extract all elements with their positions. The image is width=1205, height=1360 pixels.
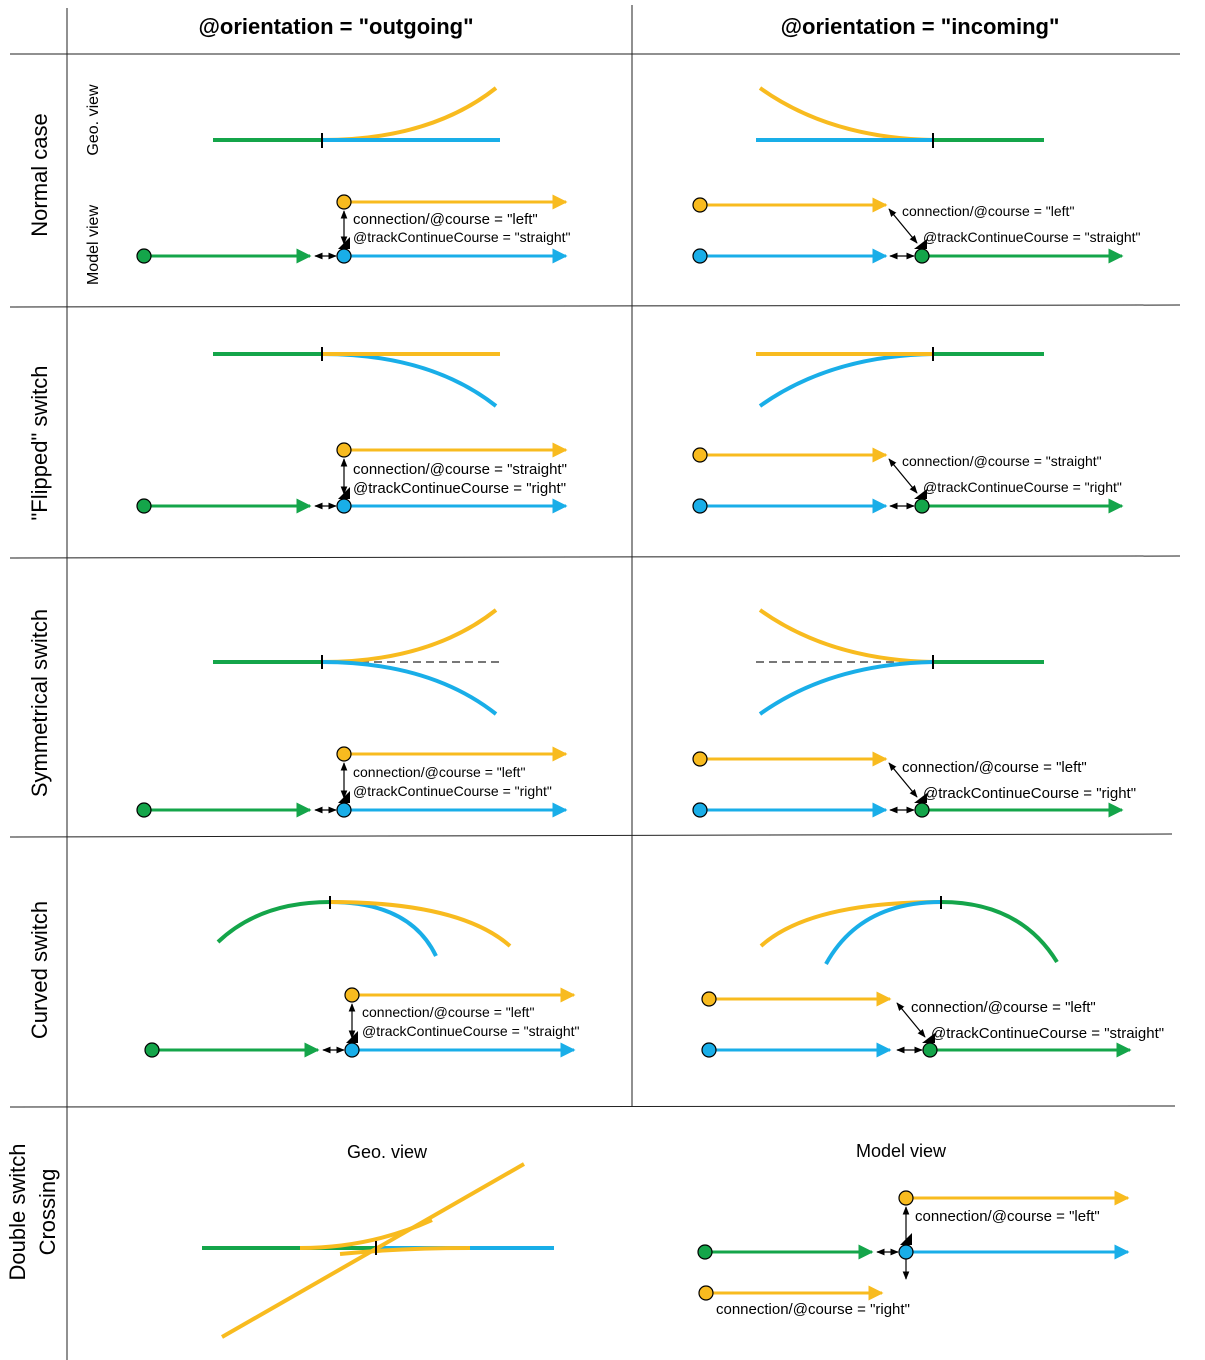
annotation-curved-in-course: connection/@course = "left" [911, 999, 1096, 1016]
row-label-curved: Curved switch [27, 901, 52, 1039]
geo-curved-incoming [759, 896, 1059, 965]
annotation-normal-in-course: connection/@course = "left" [902, 203, 1074, 219]
annotation-curved-in-track: @trackContinueCourse = "straight" [931, 1025, 1164, 1042]
model-curved-incoming [701, 991, 1132, 1058]
annotation-sym-out-track: @trackContinueCourse = "right" [353, 783, 552, 799]
geo-normal-incoming [756, 86, 1044, 148]
sublabel-model-view: Model view [85, 205, 102, 285]
annotation-flipped-in-course: connection/@course = "straight" [902, 453, 1102, 469]
row-label-symmetrical: Symmetrical switch [27, 609, 52, 797]
geo-normal-outgoing [213, 86, 500, 148]
row-label-normal: Normal case [27, 113, 52, 236]
model-curved-outgoing [144, 987, 576, 1058]
model-normal-outgoing [136, 194, 568, 264]
header-incoming: @orientation = "incoming" [781, 14, 1060, 39]
annotation-flipped-in-track: @trackContinueCourse = "right" [923, 479, 1122, 495]
model-symmetrical-incoming [692, 751, 1124, 818]
model-double-switch [697, 1190, 1130, 1301]
annotation-sym-in-course: connection/@course = "left" [902, 759, 1087, 776]
annotation-curved-out-course: connection/@course = "left" [362, 1004, 534, 1020]
annotation-flipped-out-course: connection/@course = "straight" [353, 461, 567, 478]
geo-symmetrical-outgoing [213, 608, 500, 716]
model-flipped-incoming [692, 447, 1124, 514]
geo-curved-outgoing [216, 896, 512, 957]
annotation-normal-out-track: @trackContinueCourse = "straight" [353, 229, 571, 245]
geo-symmetrical-incoming [756, 608, 1044, 716]
model-normal-incoming [692, 197, 1124, 264]
annotation-normal-in-track: @trackContinueCourse = "straight" [923, 229, 1141, 245]
header-outgoing: @orientation = "outgoing" [198, 14, 473, 39]
row-label-double-switch: Double switch [5, 1144, 30, 1281]
row-label-crossing: Crossing [35, 1169, 60, 1256]
sublabel-geo-view: Geo. view [85, 84, 102, 156]
geo-double-switch [202, 1162, 554, 1339]
grid-lines [9, 5, 1181, 1360]
annotation-double-course-right: connection/@course = "right" [716, 1301, 910, 1318]
caption-double-geo-view: Geo. view [347, 1142, 428, 1162]
geo-flipped-outgoing [213, 347, 500, 408]
row-label-flipped: "Flipped" switch [27, 365, 52, 520]
model-symmetrical-outgoing [136, 746, 568, 818]
caption-double-model-view: Model view [856, 1141, 947, 1161]
annotation-sym-out-course: connection/@course = "left" [353, 764, 525, 780]
annotation-normal-out-course: connection/@course = "left" [353, 211, 538, 228]
geo-flipped-incoming [756, 347, 1044, 408]
annotation-sym-in-track: @trackContinueCourse = "right" [923, 785, 1136, 802]
annotation-double-course-left: connection/@course = "left" [915, 1208, 1100, 1225]
annotation-flipped-out-track: @trackContinueCourse = "right" [353, 480, 566, 497]
annotation-curved-out-track: @trackContinueCourse = "straight" [362, 1023, 580, 1039]
model-flipped-outgoing [136, 442, 568, 514]
